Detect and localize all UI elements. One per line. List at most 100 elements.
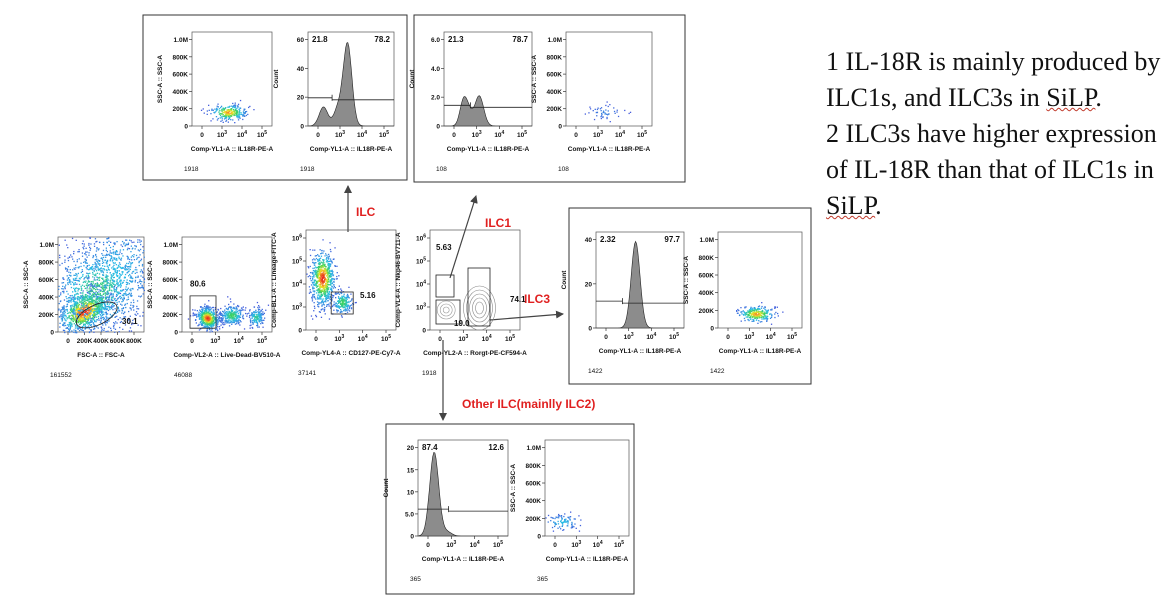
event-dot — [221, 319, 224, 321]
event-dot — [128, 270, 130, 272]
event-dot — [206, 110, 208, 112]
event-dot — [107, 309, 110, 312]
event-dot — [257, 317, 259, 319]
event-dot — [321, 281, 323, 283]
event-dot — [222, 108, 224, 110]
event-dot — [215, 116, 218, 118]
event-dot — [134, 269, 136, 271]
event-dot — [104, 289, 106, 291]
event-dot — [328, 303, 330, 305]
x-tick-label: 104 — [646, 332, 656, 341]
event-dot — [106, 317, 108, 319]
event-dot — [91, 290, 93, 293]
event-dot — [225, 114, 227, 116]
event-dot — [322, 272, 324, 274]
event-dot — [571, 521, 573, 524]
event-dot — [96, 306, 99, 309]
event-dot — [238, 323, 240, 325]
event-dot — [201, 308, 203, 310]
event-dot — [64, 267, 67, 269]
event-dot — [105, 313, 108, 315]
event-dot — [131, 322, 133, 324]
event-dot — [82, 297, 85, 300]
event-dot — [205, 307, 207, 309]
event-dot — [110, 327, 112, 329]
event-dot — [112, 266, 114, 268]
event-dot — [88, 290, 90, 293]
y-tick-label: 0 — [436, 124, 440, 131]
event-dot — [112, 309, 114, 311]
event-dot — [316, 282, 318, 284]
x-axis-label: Comp-YL1-A :: IL18R-PE-A — [599, 348, 682, 355]
event-dot — [197, 325, 199, 327]
event-dot — [114, 252, 117, 254]
event-dot — [348, 296, 350, 299]
event-dot — [207, 311, 209, 313]
event-dot — [83, 315, 85, 317]
event-dot — [324, 290, 326, 292]
event-dot — [342, 307, 344, 309]
event-dot — [98, 269, 100, 271]
event-dot — [87, 277, 89, 279]
x-tick-label: 105 — [637, 130, 647, 139]
event-dot — [102, 316, 104, 318]
event-dot — [116, 293, 118, 296]
event-dot — [83, 300, 85, 302]
event-dot — [322, 301, 325, 303]
event-dot — [326, 297, 328, 299]
event-dot — [315, 316, 318, 318]
event-dot — [65, 316, 67, 318]
event-dot — [86, 321, 88, 323]
event-dot — [97, 310, 100, 312]
event-dot — [88, 290, 91, 292]
event-dot — [330, 275, 332, 278]
event-dot — [561, 522, 563, 525]
event-dot — [75, 273, 77, 275]
event-dot — [339, 311, 342, 314]
event-dot — [763, 312, 765, 314]
event-dot — [121, 271, 123, 273]
event-dot — [78, 299, 80, 301]
event-dot — [121, 318, 123, 320]
event-dot — [330, 270, 332, 272]
event-dot — [312, 286, 314, 288]
y-tick-label: 104 — [292, 280, 302, 289]
event-dot — [262, 311, 264, 313]
event-dot — [209, 318, 211, 320]
event-dot — [70, 297, 72, 299]
event-dot — [93, 308, 96, 310]
event-dot — [313, 310, 315, 312]
event-dot — [86, 287, 88, 289]
event-dot — [96, 285, 98, 287]
event-dot — [341, 304, 343, 306]
event-dot — [218, 313, 220, 315]
event-dot — [761, 305, 763, 308]
event-dot — [89, 249, 91, 251]
event-dot — [82, 329, 84, 332]
event-dot — [204, 309, 206, 311]
event-dot — [70, 321, 72, 323]
event-dot — [333, 258, 335, 260]
event-dot — [747, 315, 749, 317]
event-dot — [331, 273, 334, 275]
event-dot — [84, 298, 86, 301]
event-dot — [102, 256, 105, 259]
event-dot — [98, 284, 100, 286]
event-dot — [90, 318, 92, 320]
event-dot — [211, 312, 214, 314]
event-dot — [94, 328, 96, 330]
event-dot — [753, 311, 756, 314]
event-dot — [80, 262, 82, 264]
event-dot — [82, 309, 85, 312]
event-dot — [85, 302, 87, 304]
event-dot — [319, 259, 321, 262]
event-dot — [313, 305, 316, 307]
event-dot — [99, 306, 101, 308]
event-dot — [69, 331, 71, 333]
event-dot — [267, 304, 270, 306]
event-dot — [320, 280, 323, 282]
event-dot — [231, 310, 234, 313]
event-dot — [242, 315, 244, 318]
event-dot — [347, 305, 350, 307]
